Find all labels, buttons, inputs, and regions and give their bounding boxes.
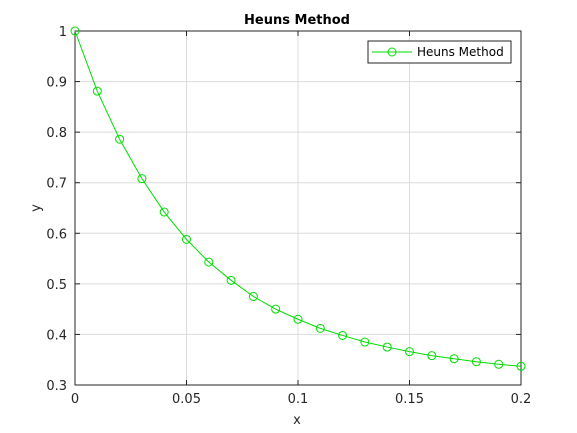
data-point: [137, 174, 147, 184]
data-point: [315, 323, 325, 333]
series-layer: [70, 26, 526, 371]
x-tick-label: 0: [71, 392, 79, 407]
data-point: [159, 207, 169, 217]
data-point: [226, 275, 236, 285]
data-point: [204, 257, 214, 267]
x-tick-label: 0.1: [288, 392, 309, 407]
data-point: [427, 351, 437, 361]
data-point: [248, 292, 258, 301]
data-point: [360, 337, 370, 347]
x-tick-label: 0.2: [511, 392, 532, 407]
series-line: [74, 30, 522, 367]
y-axis-label: y: [29, 204, 44, 212]
data-point: [516, 361, 526, 371]
x-tick-label: 0.05: [172, 392, 201, 407]
data-point: [449, 354, 459, 364]
data-point: [405, 347, 414, 357]
legend: Heuns Method: [367, 40, 512, 64]
data-point: [293, 314, 303, 324]
y-tick-label: 0.7: [46, 177, 67, 192]
x-tick-label: 0.15: [395, 392, 424, 407]
chart-title: Heuns Method: [244, 13, 350, 28]
data-point: [494, 359, 504, 369]
data-point: [115, 134, 125, 144]
y-tick-label: 0.8: [46, 126, 67, 141]
axes: [74, 30, 522, 386]
y-tick-label: 1: [59, 25, 67, 40]
y-tick-label: 0.9: [46, 76, 67, 91]
data-point: [471, 357, 481, 367]
y-tick-label: 0.4: [46, 328, 67, 343]
legend-box: [367, 40, 512, 64]
grid-lines: [74, 30, 522, 386]
y-tick-label: 0.3: [46, 379, 67, 394]
data-point: [182, 234, 191, 244]
data-point: [382, 342, 392, 352]
legend-marker-sample: [387, 47, 397, 57]
data-point: [70, 26, 80, 36]
tick-labels: 0 0.05 0.1 0.15 0.2 0.3 0.4 0.5 0.6 0.7 0.8 0.9 1: [46, 25, 531, 407]
y-tick-label: 0.5: [46, 278, 67, 293]
data-point: [92, 86, 102, 96]
data-point: [338, 330, 348, 340]
legend-entry-label: Heuns Method: [417, 45, 504, 59]
y-tick-label: 0.6: [46, 227, 67, 242]
x-axis-label: x: [293, 413, 301, 428]
data-point: [271, 304, 281, 314]
